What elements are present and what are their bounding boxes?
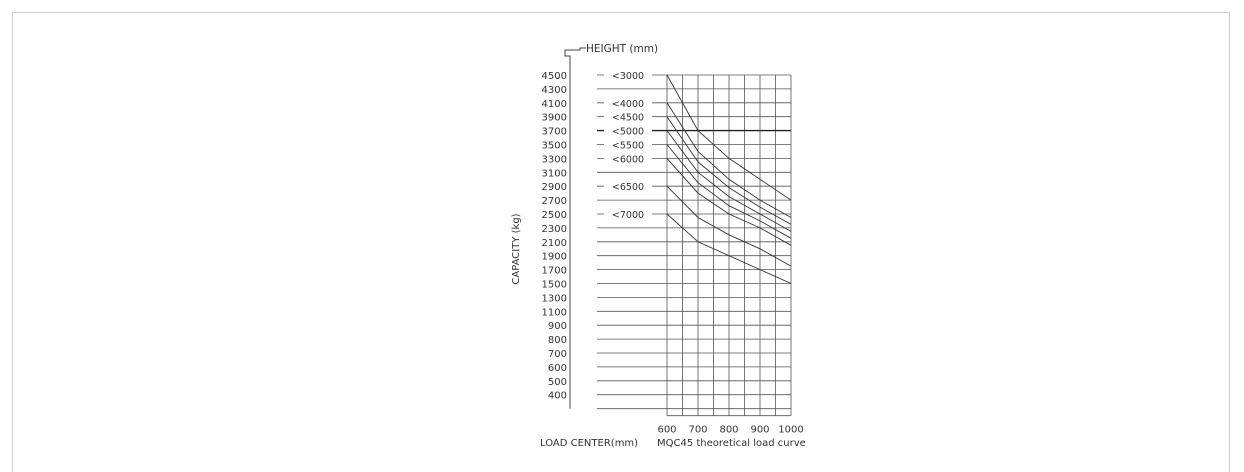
y-tick-label: 800 <box>548 335 567 346</box>
y-tick-label: 2300 <box>542 224 567 235</box>
load-curve-line <box>666 130 792 232</box>
load-curve-line <box>666 116 792 225</box>
y-tick-label: 4100 <box>542 99 567 110</box>
x-tick-label: 700 <box>688 425 707 436</box>
y-tick-label: 900 <box>548 321 567 332</box>
y-tick-label: 500 <box>548 377 567 388</box>
load-curve-line <box>666 185 792 267</box>
series-label: <4000 <box>612 99 644 110</box>
y-tick-label: 400 <box>548 391 567 402</box>
y-tick-label: 3100 <box>542 168 567 179</box>
series-label-bg <box>604 179 652 192</box>
y-tick-label: 1300 <box>542 293 567 304</box>
chart-grid <box>564 47 792 417</box>
x-tick-label: 900 <box>750 425 769 436</box>
series-label: <5500 <box>612 141 644 152</box>
chart-text: 4500 4300 4100 3900 3700 3500 3300 3100 2900 2700… <box>542 68 804 436</box>
y-tick-label: 2700 <box>542 196 567 207</box>
y-axis-bracket <box>564 47 586 409</box>
x-tick-label: 600 <box>657 425 676 436</box>
series-label: <6500 <box>612 182 644 193</box>
y-tick-label: 1500 <box>542 280 567 291</box>
series-label: <4500 <box>612 113 644 124</box>
y-tick-label: 2100 <box>542 238 567 249</box>
series-label: <7000 <box>612 210 644 221</box>
x-tick-label: 800 <box>719 425 738 436</box>
series-label-bg <box>604 137 652 150</box>
y-tick-label: 3300 <box>542 154 567 165</box>
load-curve-line <box>666 213 792 284</box>
y-tick-label: 2500 <box>542 210 567 221</box>
load-curve-line <box>666 102 792 218</box>
series-label-bg <box>604 95 652 108</box>
y-tick-label: 600 <box>548 363 567 374</box>
series-label-bg <box>604 207 652 219</box>
chart-title: MQC45 theoretical load curve <box>657 438 806 449</box>
y-tick-label: 1100 <box>542 307 567 318</box>
y-axis-label: CAPACITY (kg) <box>511 213 522 284</box>
y-tick-label: 1700 <box>542 266 567 277</box>
legend-title: HEIGHT (mm) <box>586 43 658 55</box>
load-curve-line <box>666 144 792 239</box>
y-tick-label: 700 <box>548 349 567 360</box>
series-label-bg <box>604 109 652 122</box>
series-label: <5000 <box>612 127 644 138</box>
y-tick-label: 4500 <box>542 71 567 82</box>
y-tick-label: 3500 <box>542 141 567 152</box>
series-label-bg <box>604 68 652 80</box>
x-axis-label: LOAD CENTER(mm) <box>540 438 638 449</box>
series-label: <3000 <box>612 71 644 82</box>
y-tick-label: 2900 <box>542 182 567 193</box>
series-label-bg <box>604 123 652 136</box>
load-curve-line <box>666 74 792 201</box>
y-tick-label: 3900 <box>542 113 567 124</box>
y-tick-label: 3700 <box>542 127 567 138</box>
y-tick-label: 4300 <box>542 85 567 96</box>
series-label-bg <box>604 151 652 164</box>
chart-series <box>666 74 792 284</box>
series-label: <6000 <box>612 154 644 165</box>
load-curve-line <box>666 158 792 246</box>
y-tick-label: 1900 <box>542 252 567 263</box>
x-tick-label: 1000 <box>778 425 803 436</box>
